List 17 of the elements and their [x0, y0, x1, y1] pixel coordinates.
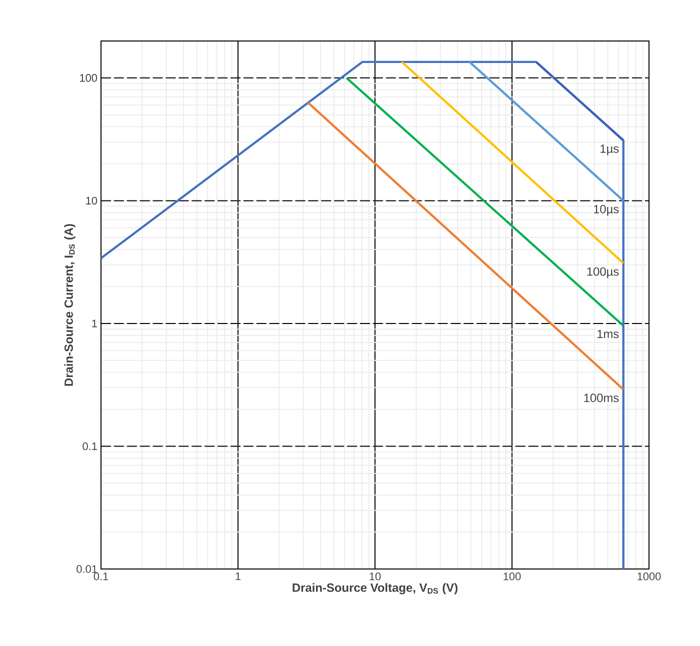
x-tick-label: 1 — [236, 572, 241, 580]
y-tick-label: 0.01 — [76, 565, 97, 573]
x-axis-title: Drain-Source Voltage, V$_{DS}$ (V) — [292, 583, 458, 594]
series-label: 100µs — [587, 267, 619, 278]
x-tick-label: 1000 — [638, 572, 661, 580]
x-tick-label: 100 — [504, 572, 521, 580]
series-label: 1µs — [600, 144, 619, 156]
y-tick-label: 0.1 — [82, 442, 97, 450]
x-tick-label: 0.1 — [94, 572, 108, 580]
series-label: 10µs — [594, 204, 619, 216]
y-axis-title: Drain-Source Current, I$_{DS}$ (A) — [64, 224, 76, 386]
y-tick-label: 10 — [86, 196, 98, 205]
x-tick-label: 10 — [370, 572, 381, 580]
series-label: 1ms — [597, 330, 619, 338]
y-tick-label: 100 — [80, 74, 98, 82]
series-label: 100ms — [584, 394, 619, 402]
y-tick-label: 1 — [92, 320, 97, 328]
